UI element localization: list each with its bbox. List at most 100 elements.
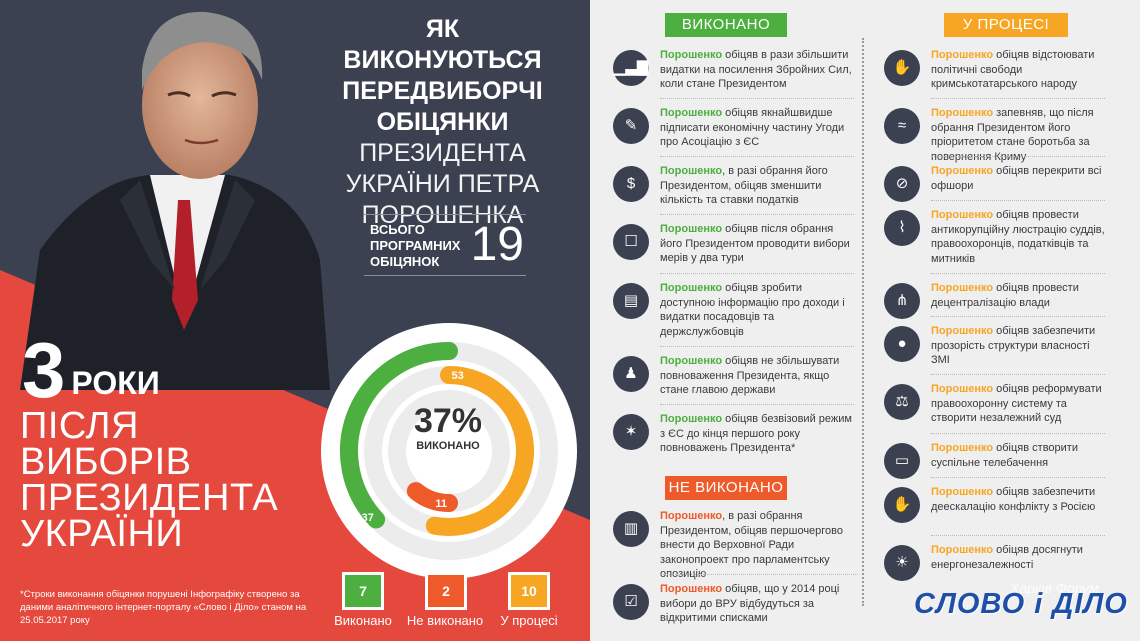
promise-text: , в разі обрання Президентом, обіцяв пер… [660, 510, 844, 580]
years-word: РОКИ [71, 365, 160, 401]
promise-author: Порошенко [660, 49, 723, 61]
item-separator [660, 98, 854, 99]
network-icon: ⋔ [884, 283, 920, 319]
section-header-not-done: НЕ ВИКОНАНО [665, 476, 787, 500]
title-line: ПОРОШЕНКА [361, 201, 524, 229]
promise-text: обіцяв досягнути енергонезалежності [931, 544, 1083, 571]
item-separator [931, 535, 1105, 536]
progress-ring-chart: 37 53 11 [321, 323, 577, 579]
promise-author: Порошенко [660, 583, 723, 595]
years-headline: 3 РОКИ [22, 330, 160, 410]
promise-text: обіцяв створити суспільне телебачення [931, 442, 1078, 469]
done-item: Порошенко обіцяв в рази збільшити видатк… [660, 48, 858, 92]
watermark: Харків Форум [1010, 580, 1099, 596]
legend-not-done-label: Не виконано [406, 613, 484, 628]
promise-author: Порошенко [931, 107, 994, 119]
promise-text: обіцяв провести антикорупційну люстрацію… [931, 209, 1105, 265]
legend-in-progress-label: У процесі [500, 613, 558, 628]
in-progress-item: Порошенко обіцяв реформувати правоохорон… [931, 382, 1109, 426]
item-separator [931, 316, 1105, 317]
brand-logo: СЛОВО і ДІЛО [914, 588, 1128, 620]
headline-line: ПРЕЗИДЕНТА [20, 477, 279, 519]
item-separator [660, 273, 854, 274]
item-separator [931, 433, 1105, 434]
promise-author: Порошенко [931, 165, 994, 177]
crimea-map-icon: ≈ [884, 108, 920, 144]
promise-text: , в разі обрання його Президентом, обіця… [660, 165, 828, 206]
total-promises-label: ВСЬОГО ПРОГРАМНИХ ОБІЦЯНОК [370, 222, 461, 269]
scales-icon: ⚖ [884, 384, 920, 420]
promise-text: обіцяв якнайшвидше підписати економічну … [660, 107, 845, 148]
election-list-icon: ☑ [613, 584, 649, 620]
chart-value-label: 11 [435, 498, 447, 510]
right-panel [590, 0, 1140, 641]
item-separator [931, 477, 1105, 478]
promise-author: Порошенко [931, 544, 994, 556]
item-separator [931, 156, 1105, 157]
legend-done-count: 7 [342, 572, 384, 610]
promise-author: Порошенко [660, 282, 723, 294]
promise-author: Порошенко [660, 413, 723, 425]
offshore-icon: ⊘ [884, 166, 920, 202]
ballot-box-icon: ☐ [613, 224, 649, 260]
in-progress-item: Порошенко обіцяв провести децентралізаці… [931, 281, 1109, 310]
chart-arc-in-progress [425, 366, 534, 536]
promise-author: Порошенко [660, 510, 723, 522]
microphone-icon: ● [884, 326, 920, 362]
headline-line: УКРАЇНИ [20, 513, 184, 555]
done-item: Порошенко обіцяв якнайшвидше підписати е… [660, 106, 858, 150]
chart-arc-done [340, 342, 458, 529]
raised-hands-icon: ✋ [884, 50, 920, 86]
promise-author: Порошенко [931, 49, 994, 61]
chart-marks: 37 53 11 [340, 342, 534, 536]
title-line: ПЕРЕДВИБОРЧІ [342, 77, 543, 105]
done-item: Порошенко обіцяв зробити доступною інфор… [660, 281, 858, 339]
title-line: ЯК ВИКОНУЮТЬСЯ [343, 15, 542, 74]
done-item: Порошенко обіцяв безвізовий режим з ЄС д… [660, 412, 858, 456]
promise-text: обіцяв не збільшувати повноваження Прези… [660, 355, 840, 396]
declaration-icon: ▤ [613, 283, 649, 319]
in-progress-item: Порошенко обіцяв перекрити всі офшори [931, 164, 1109, 193]
promise-author: Порошенко [660, 223, 723, 235]
promise-author: Порошенко [931, 486, 994, 498]
promise-author: Порошенко [931, 282, 994, 294]
promise-text: обіцяв провести децентралізацію влади [931, 282, 1079, 309]
item-separator [931, 273, 1105, 274]
president-portrait [20, 11, 330, 390]
title-line: ОБІЦЯНКИ [376, 108, 509, 136]
promise-author: Порошенко [931, 442, 994, 454]
promise-text: обіцяв після обрання його Президентом пр… [660, 223, 850, 264]
in-progress-item: Порошенко обіцяв досягнути енергонезалеж… [931, 543, 1109, 572]
chart-center: 37% ВИКОНАНО [388, 403, 508, 453]
footnote: *Строки виконання обіцянки порушені Інфо… [20, 589, 307, 626]
item-separator [660, 156, 854, 157]
item-separator [660, 404, 854, 405]
in-progress-item: Порошенко обіцяв провести антикорупційну… [931, 208, 1109, 266]
promise-author: Порошенко [931, 325, 994, 337]
chart-background-disc [321, 323, 577, 579]
item-separator [931, 374, 1105, 375]
legend-in-progress-count: 10 [508, 572, 550, 610]
years-number: 3 [22, 326, 66, 414]
main-title: ЯК ВИКОНУЮТЬСЯ ПЕРЕДВИБОРЧІ ОБІЦЯНКИ ПРЕ… [330, 14, 555, 231]
headline-subtitle: ПІСЛЯ ВИБОРІВ ПРЕЗИДЕНТА УКРАЇНИ [20, 405, 279, 555]
promise-text: обіцяв зробити доступною інформацію про … [660, 282, 845, 338]
column-divider [862, 38, 864, 606]
tv-icon: ▭ [884, 443, 920, 479]
chart-growth-icon: ▁▃▇ [613, 50, 649, 86]
promise-author: Порошенко [931, 383, 994, 395]
title-line: УКРАЇНИ ПЕТРА [345, 170, 540, 198]
chart-arc-not-done [406, 482, 458, 512]
item-separator [660, 346, 854, 347]
item-separator [660, 214, 854, 215]
not-done-item: Порошенко обіцяв, що у 2014 році вибори … [660, 582, 862, 626]
promise-text: обіцяв, що у 2014 році вибори до ВРУ від… [660, 583, 840, 624]
signing-document-icon: ✎ [613, 108, 649, 144]
not-done-item: Порошенко, в разі обрання Президентом, о… [660, 509, 862, 582]
headline-line: ПІСЛЯ [20, 405, 139, 447]
done-item: Порошенко, в разі обрання його Президент… [660, 164, 858, 208]
in-progress-item: Порошенко обіцяв відстоювати політичні с… [931, 48, 1109, 92]
in-progress-item: Порошенко обіцяв створити суспільне теле… [931, 441, 1109, 470]
promise-text: обіцяв безвізовий режим з ЄС до кінця пе… [660, 413, 852, 454]
